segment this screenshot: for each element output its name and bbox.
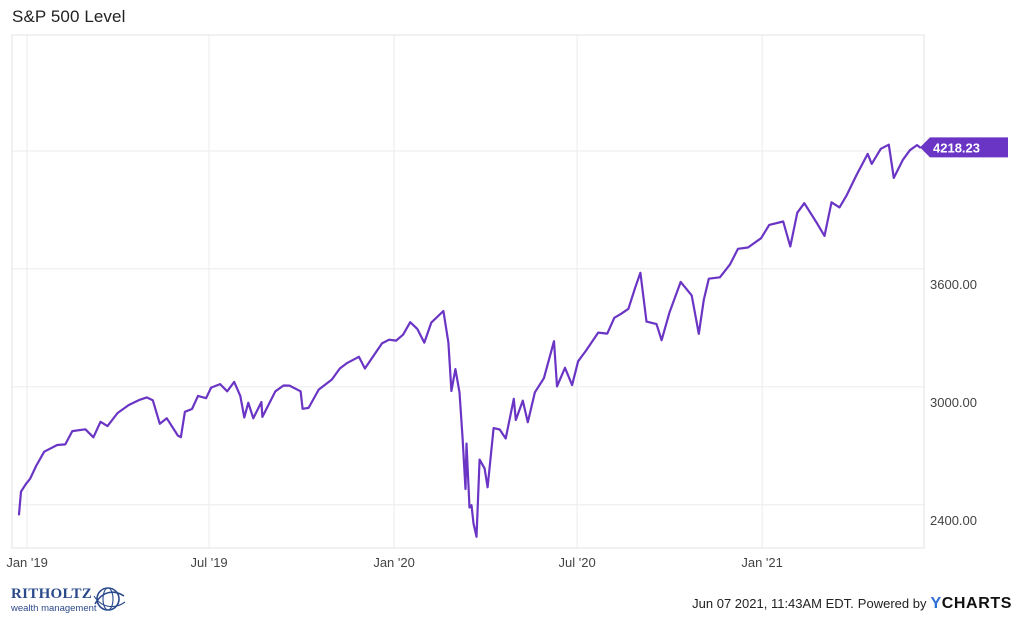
x-tick-label: Jan '21 bbox=[741, 555, 783, 570]
footer-attribution: Jun 07 2021, 11:43AM EDT. Powered by YCH… bbox=[692, 595, 1012, 613]
last-value-flag bbox=[920, 137, 1008, 158]
logo-name: RITHOLTZ bbox=[11, 586, 93, 602]
plot-frame bbox=[11, 34, 925, 549]
chart-canvas: Jan '19 Jul '19 Jan '20 Jul '20 Jan '21 2400… bbox=[6, 34, 1008, 570]
y-tick-label: 2400.00 bbox=[930, 513, 977, 528]
last-value-marker: 4218.23 bbox=[920, 137, 1008, 158]
series-line bbox=[17, 143, 922, 538]
x-tick-label: Jan '19 bbox=[6, 555, 48, 570]
chart-title: S&P 500 Level bbox=[12, 7, 126, 26]
ycharts-y: Y bbox=[930, 595, 942, 612]
x-tick-label: Jul '20 bbox=[559, 555, 596, 570]
ycharts-logo: YCHARTS bbox=[930, 595, 1012, 613]
ycharts-text: CHARTS bbox=[941, 595, 1012, 612]
ritholtz-logo: RITHOLTZ wealth management bbox=[11, 584, 131, 616]
logo-subtitle: wealth management bbox=[11, 603, 97, 614]
globe-logo-icon bbox=[93, 587, 126, 611]
x-tick-label: Jul '19 bbox=[190, 555, 227, 570]
grid-lines bbox=[12, 35, 924, 548]
x-axis: Jan '19 Jul '19 Jan '20 Jul '20 Jan '21 bbox=[6, 555, 783, 570]
x-tick-label: Jan '20 bbox=[373, 555, 415, 570]
y-axis: 2400.00 3000.00 3600.00 bbox=[930, 277, 977, 528]
last-value-label: 4218.23 bbox=[933, 140, 980, 155]
powered-by: Powered by bbox=[857, 596, 927, 611]
y-tick-label: 3600.00 bbox=[930, 277, 977, 292]
y-tick-label: 3000.00 bbox=[930, 395, 977, 410]
timestamp: Jun 07 2021, 11:43AM EDT. bbox=[692, 596, 854, 611]
